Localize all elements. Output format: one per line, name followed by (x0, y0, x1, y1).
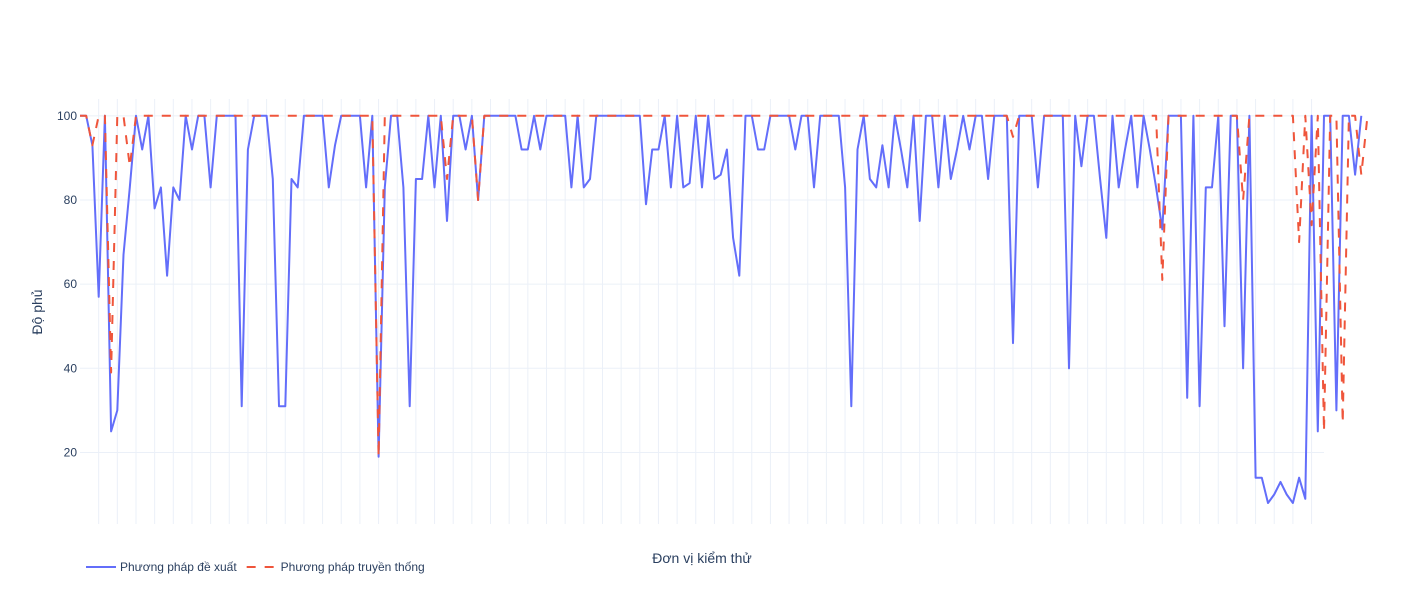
series-line-2 (80, 114, 1369, 458)
y-tick-label: 80 (64, 193, 78, 207)
y-tick-labels: 20 40 60 80 100 (57, 109, 77, 460)
legend[interactable]: Phương pháp đề xuất Phương pháp truyền th… (86, 560, 425, 574)
grid (80, 99, 1324, 524)
legend-item-1[interactable]: Phương pháp đề xuất (86, 560, 237, 574)
y-axis-title: Độ phủ (29, 289, 45, 334)
legend-label: Phương pháp đề xuất (120, 560, 237, 574)
y-tick-label: 40 (64, 361, 78, 375)
series-line-1 (80, 114, 1363, 504)
y-tick-label: 60 (64, 277, 78, 291)
y-tick-label: 20 (64, 445, 78, 459)
legend-item-2[interactable]: Phương pháp truyền thống (246, 560, 425, 574)
series-lines (80, 114, 1369, 504)
y-tick-label: 100 (57, 109, 77, 123)
x-axis-title: Đơn vị kiểm thử (652, 550, 751, 566)
legend-label: Phương pháp truyền thống (281, 560, 425, 574)
